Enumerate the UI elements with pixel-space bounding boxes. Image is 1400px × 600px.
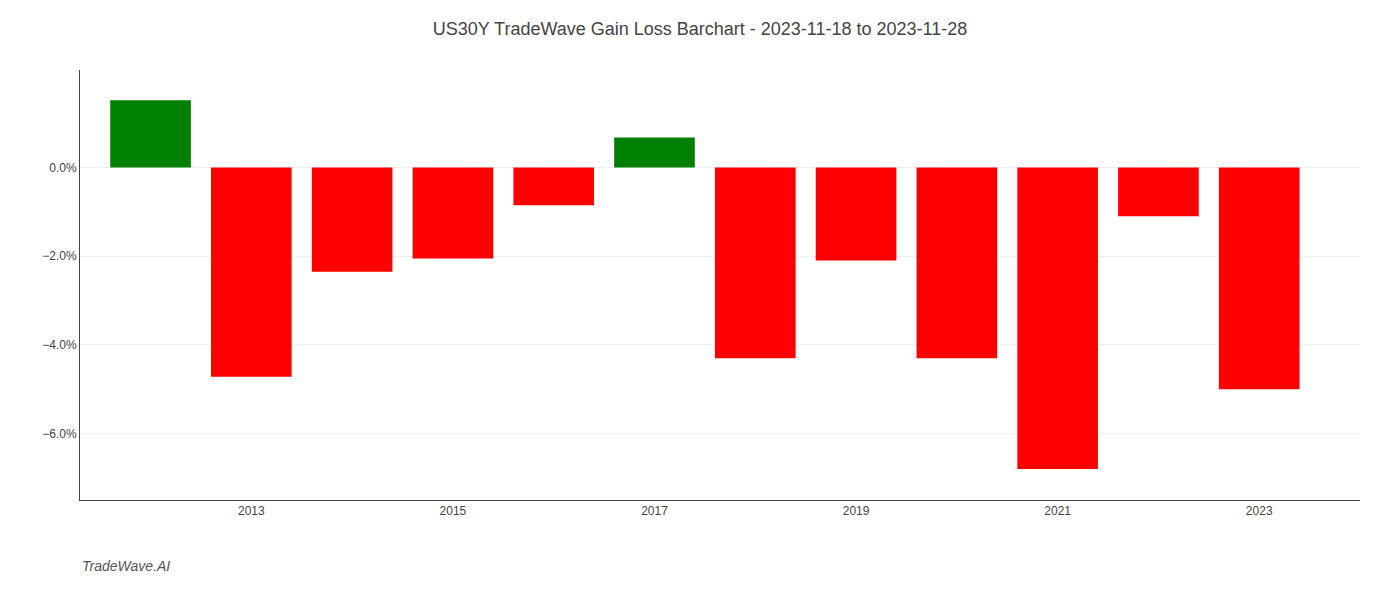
svg-text:2013: 2013 [238, 504, 265, 518]
svg-text:−2.0%: −2.0% [42, 249, 77, 263]
svg-text:−4.0%: −4.0% [42, 338, 77, 352]
svg-text:2021: 2021 [1044, 504, 1071, 518]
svg-text:0.0%: 0.0% [49, 161, 77, 175]
svg-text:2019: 2019 [843, 504, 870, 518]
svg-text:2017: 2017 [641, 504, 668, 518]
svg-text:2015: 2015 [440, 504, 467, 518]
svg-text:−6.0%: −6.0% [42, 427, 77, 441]
svg-text:US30Y TradeWave Gain Loss Barc: US30Y TradeWave Gain Loss Barchart - 202… [433, 19, 968, 39]
svg-text:2023: 2023 [1246, 504, 1273, 518]
svg-text:TradeWave.AI: TradeWave.AI [82, 558, 170, 574]
